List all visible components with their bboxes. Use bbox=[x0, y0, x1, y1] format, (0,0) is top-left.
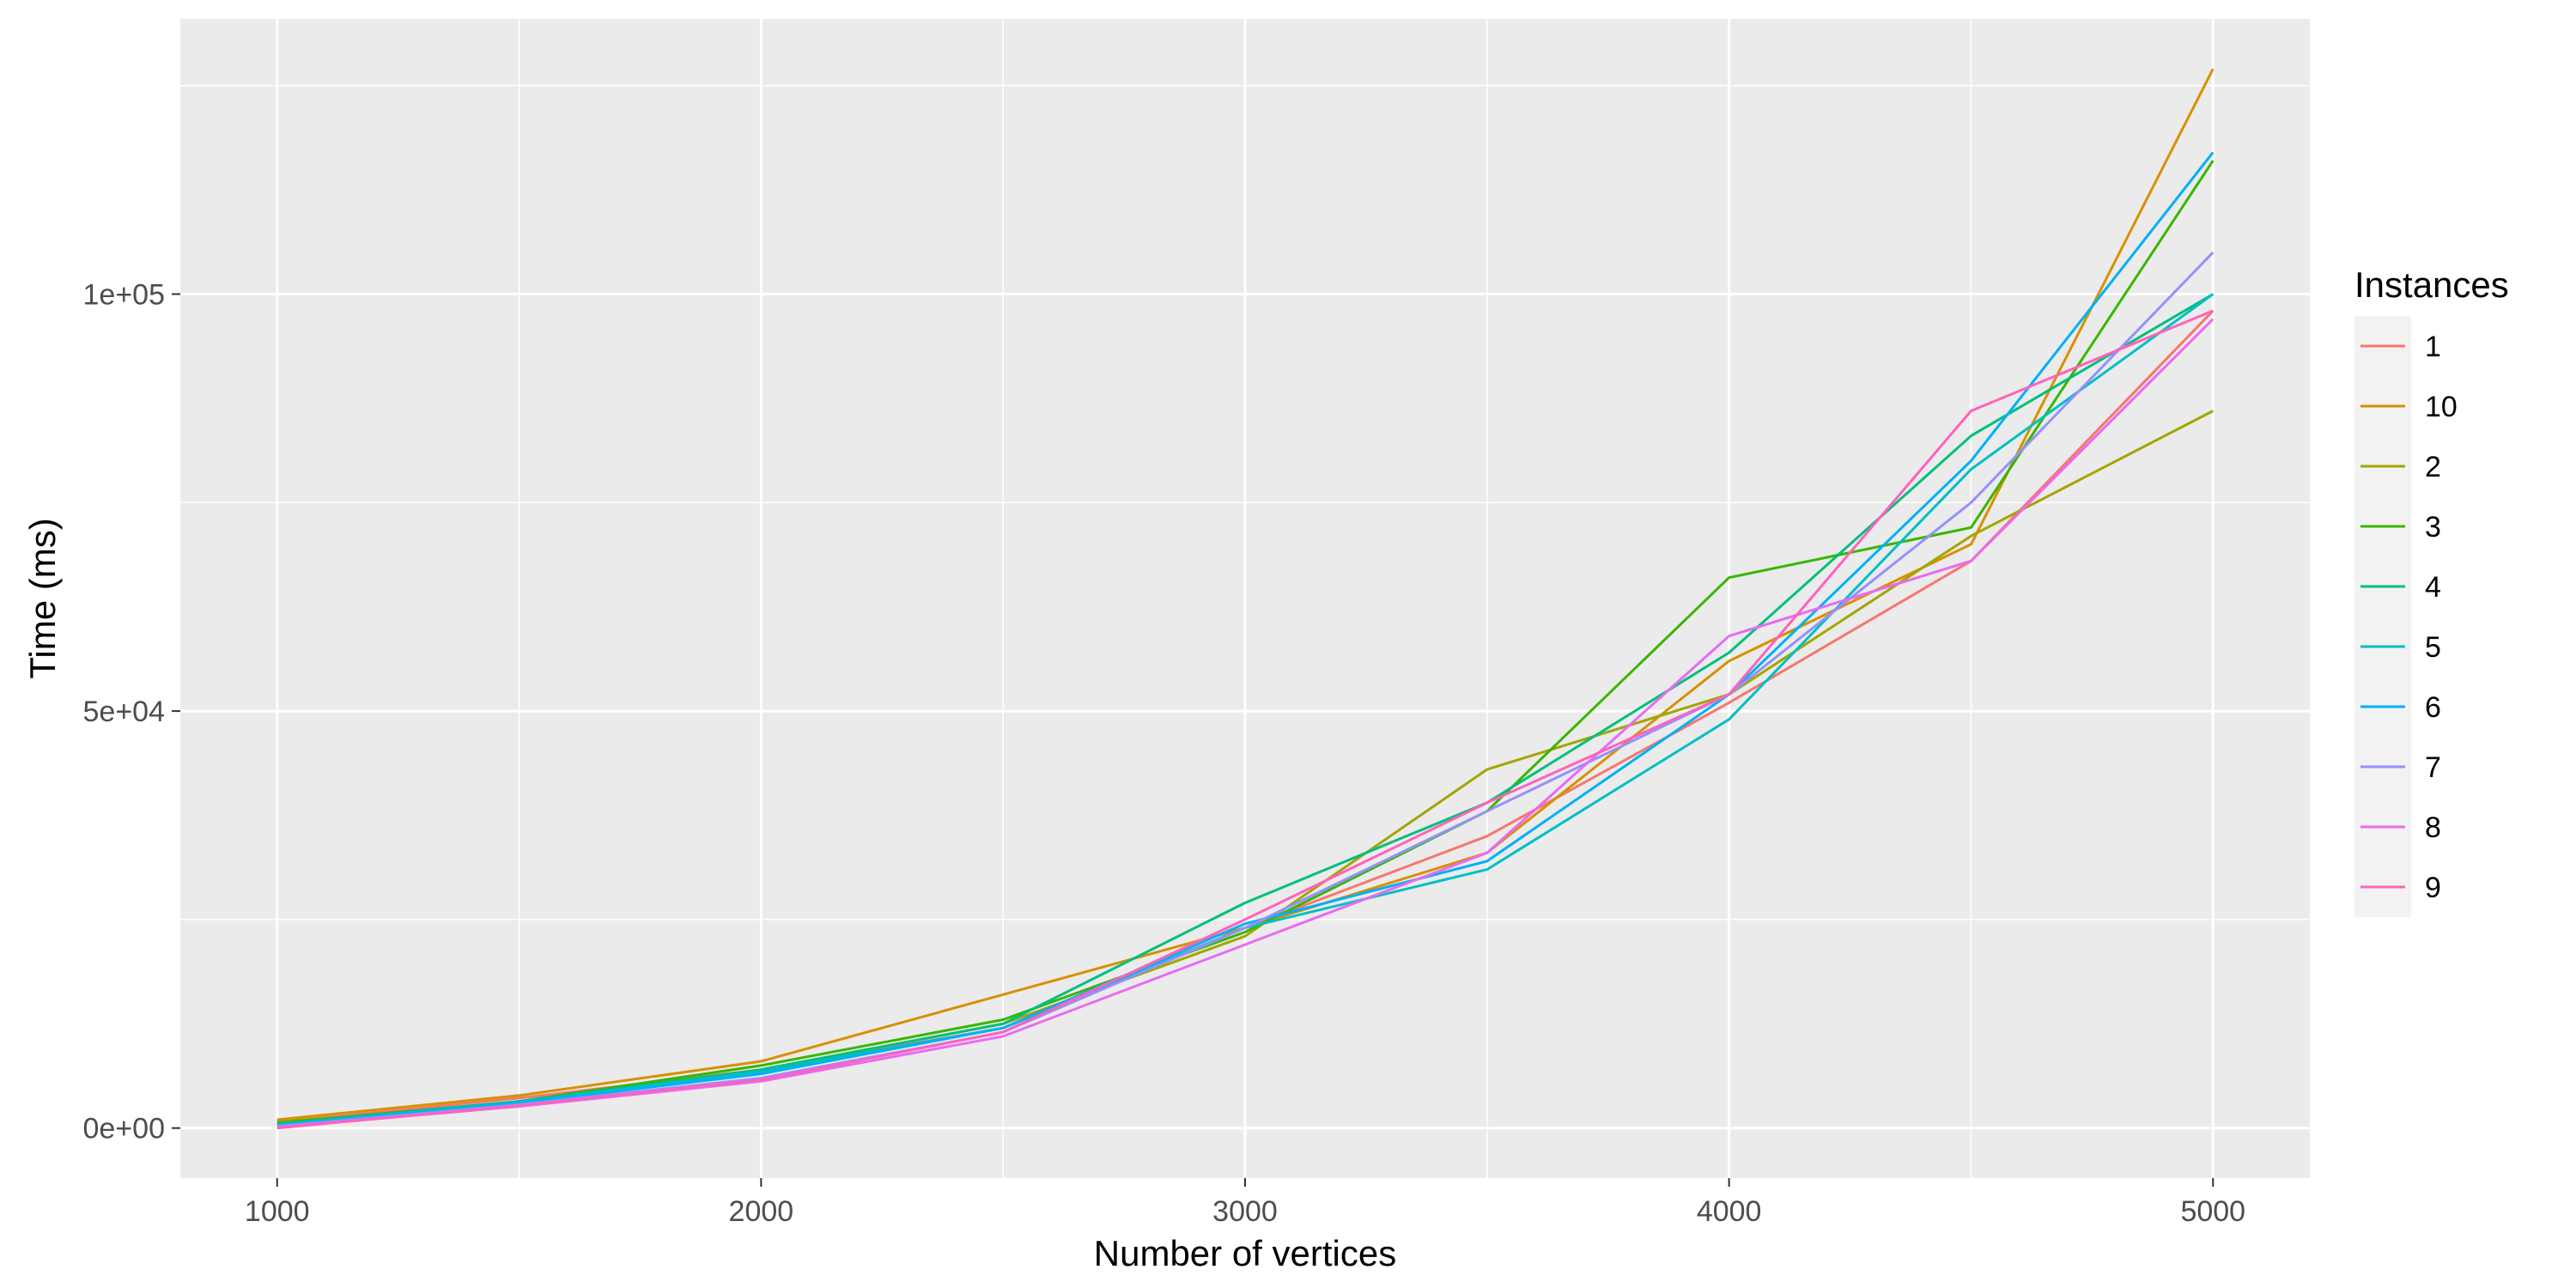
legend: Instances 1 10 2 3 4 5 6 7 8 9 bbox=[2354, 264, 2509, 917]
legend-label-4: 4 bbox=[2425, 571, 2441, 604]
legend-label-5: 5 bbox=[2425, 631, 2441, 664]
x-tick-label: 4000 bbox=[1697, 1195, 1762, 1228]
legend-title: Instances bbox=[2354, 264, 2509, 305]
series-line-9 bbox=[276, 309, 2214, 1130]
y-tick-label: 1e+05 bbox=[83, 279, 166, 312]
series-line-3 bbox=[276, 160, 2215, 1125]
legend-label-1: 1 bbox=[2425, 331, 2441, 363]
legend-items: 1 10 2 3 4 5 6 7 8 9 bbox=[2354, 316, 2458, 917]
x-tick-label: 3000 bbox=[1212, 1195, 1278, 1228]
series-lines bbox=[276, 68, 2215, 1130]
y-tick-label: 0e+00 bbox=[83, 1113, 166, 1145]
x-axis: 1000 2000 3000 4000 5000 bbox=[245, 1178, 2245, 1228]
x-tick-label: 5000 bbox=[2180, 1195, 2245, 1228]
y-axis: 0e+00 5e+04 1e+05 bbox=[83, 279, 180, 1145]
legend-label-8: 8 bbox=[2425, 811, 2441, 844]
grid-major bbox=[180, 19, 2310, 1178]
y-axis-title: Time (ms) bbox=[22, 518, 63, 678]
x-tick-label: 1000 bbox=[245, 1195, 310, 1228]
legend-label-3: 3 bbox=[2425, 511, 2441, 544]
legend-label-2: 2 bbox=[2425, 451, 2441, 483]
legend-label-7: 7 bbox=[2425, 751, 2441, 784]
x-axis-title: Number of vertices bbox=[1094, 1233, 1396, 1273]
x-tick-label: 2000 bbox=[729, 1195, 794, 1228]
y-tick-label: 5e+04 bbox=[83, 696, 166, 728]
legend-label-10: 10 bbox=[2425, 391, 2458, 423]
series-line-6 bbox=[276, 151, 2215, 1127]
legend-label-6: 6 bbox=[2425, 691, 2441, 724]
legend-label-9: 9 bbox=[2425, 872, 2441, 904]
